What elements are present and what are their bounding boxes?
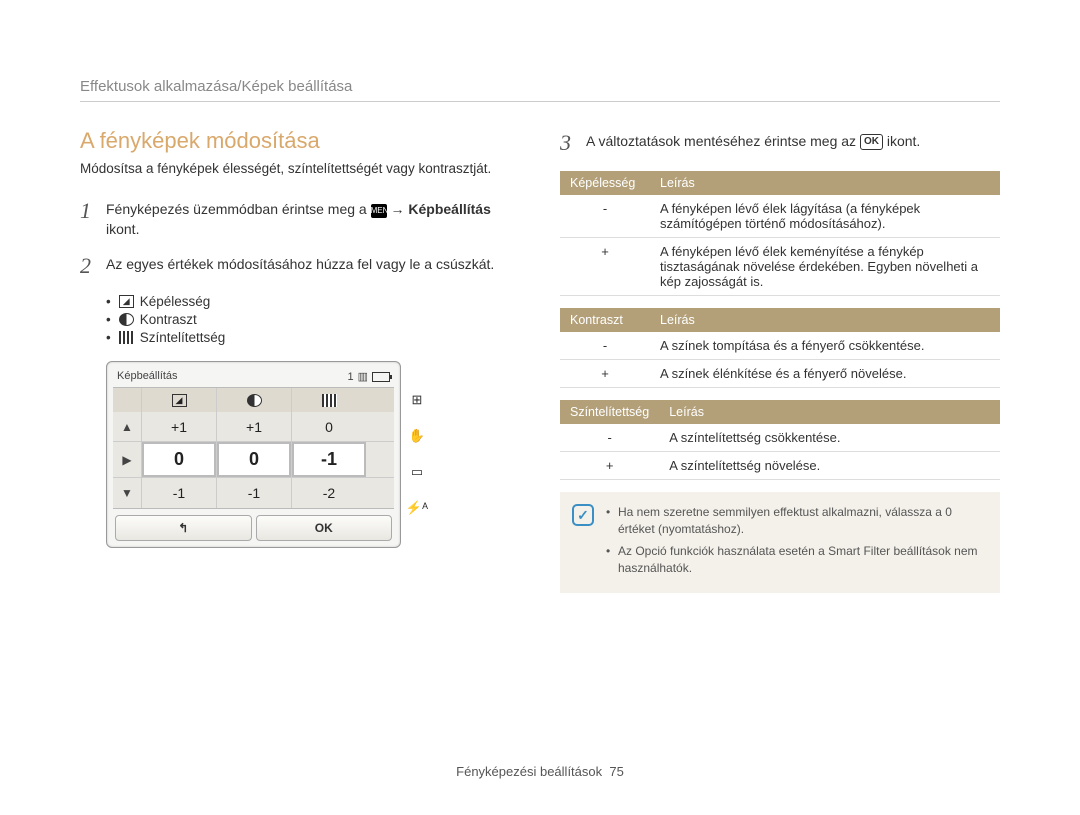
cell: -1 [291,442,366,477]
th: Kontraszt [560,308,650,332]
sharpness-table: KépélességLeírás -A fényképen lévő élek … [560,171,1000,296]
note-item: Ha nem szeretne semmilyen effektust alka… [606,504,986,539]
td: - [560,332,650,360]
nav-up: ▲ [113,420,141,434]
grid-icon: ⊞ [412,392,423,408]
step-1: 1 Fényképezés üzemmódban érintse meg a M… [80,196,520,239]
camera-back-button[interactable]: ↰ [115,515,252,541]
cell: 0 [216,442,291,477]
camera-ok-button[interactable]: OK [256,515,393,541]
contrast-label: Kontraszt [140,312,197,327]
cell: +1 [216,412,291,441]
sharpness-label: Képélesség [140,294,211,309]
saturation-label: Színtelítettség [140,330,226,345]
step1-arrow: → [390,201,408,217]
td: A színek tompítása és a fényerő csökkent… [650,332,1000,360]
step-2: 2 Az egyes értékek módosításához húzza f… [80,251,520,282]
contrast-icon [119,313,134,326]
step1-post: ikont. [106,221,139,237]
sharpness-icon: ◢ [119,295,134,308]
adjustment-list: ◢ Képélesség Kontraszt Színtelítettség [106,294,520,345]
step3-post: ikont. [887,133,920,149]
footer-page: 75 [609,764,623,779]
list-item: Kontraszt [106,312,520,327]
th: Leírás [650,308,1000,332]
cell: 0 [291,412,366,441]
step-number: 3 [560,128,586,159]
td: A színtelítettség csökkentése. [659,424,1000,452]
step-3: 3 A változtatások mentéséhez érintse meg… [560,128,1000,159]
camera-screenshot: Képbeállítás 1 ▥ ◢ [106,361,401,548]
menu-icon: MENU [371,204,387,218]
note-item: Az Opció funkciók használata esetén a Sm… [606,543,986,578]
intro-text: Módosítsa a fényképek élességét, színtel… [80,160,520,178]
td: - [560,195,650,238]
footer-label: Fényképezési beállítások [456,764,602,779]
th: Színtelítettség [560,400,659,424]
cell: -1 [141,478,216,508]
cell: 0 [141,442,216,477]
list-item: ◢ Képélesség [106,294,520,309]
list-item: Színtelítettség [106,330,520,345]
step-number: 2 [80,251,106,282]
step2-text: Az egyes értékek módosításához húzza fel… [106,251,520,282]
step1-pre: Fényképezés üzemmódban érintse meg a [106,201,371,217]
td: A fényképen lévő élek keményítése a fény… [650,237,1000,295]
battery-icon [372,372,390,382]
td: + [560,359,650,387]
td: + [560,237,650,295]
td: - [560,424,659,452]
frame-icon: ▭ [411,464,423,480]
step1-bold: Képbeállítás [408,201,490,217]
breadcrumb: Effektusok alkalmazása/Képek beállítása [80,78,1000,102]
nav-down: ▼ [113,486,141,500]
td: A színtelítettség növelése. [659,451,1000,479]
info-icon: ✓ [572,504,594,526]
nav-current: ▶ [113,453,141,467]
saturation-table: SzíntelítettségLeírás -A színtelítettség… [560,400,1000,480]
saturation-icon [119,331,134,344]
camera-counter: 1 [347,371,353,383]
contrast-table: KontrasztLeírás -A színek tompítása és a… [560,308,1000,388]
note-box: ✓ Ha nem szeretne semmilyen effektust al… [560,492,1000,594]
cell: -1 [216,478,291,508]
flash-auto-icon: ⚡ᴬ [406,500,428,516]
td: A színek élénkítése és a fényerő növelés… [650,359,1000,387]
th: Képélesség [560,171,650,195]
th: Leírás [659,400,1000,424]
cell: +1 [141,412,216,441]
step-number: 1 [80,196,106,239]
step3-pre: A változtatások mentéséhez érintse meg a… [586,133,860,149]
ok-icon: OK [860,134,883,150]
camera-title: Képbeállítás [117,370,178,383]
page-footer: Fényképezési beállítások 75 [0,764,1080,779]
camera-side-icons: ⊞ ✋ ▭ ⚡ᴬ [406,392,428,516]
section-title: A fényképek módosítása [80,128,520,154]
td: + [560,451,659,479]
td: A fényképen lévő élek lágyítása (a fényk… [650,195,1000,238]
hand-icon: ✋ [409,428,425,444]
cell: -2 [291,478,366,508]
th: Leírás [650,171,1000,195]
